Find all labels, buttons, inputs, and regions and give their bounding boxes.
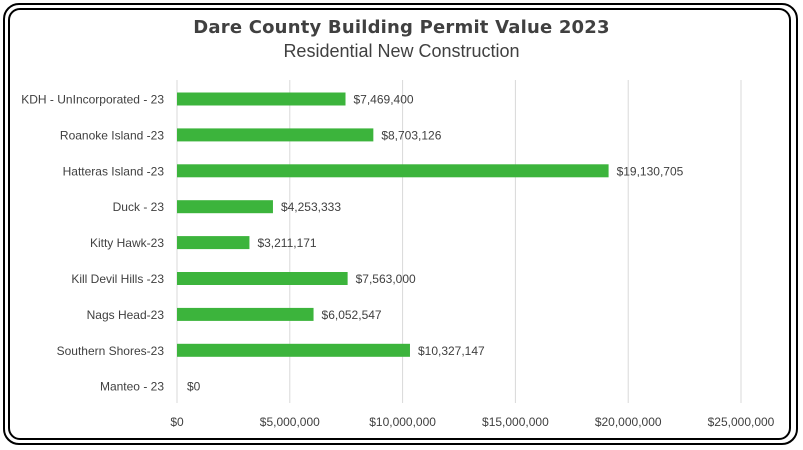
x-tick-label: $10,000,000 [369, 415, 436, 429]
chart-subtitle: Residential New Construction [283, 41, 520, 61]
chart-frame-outer [3, 3, 798, 445]
bar [177, 236, 250, 250]
bar [177, 343, 410, 357]
data-label: $0 [187, 380, 201, 394]
data-labels: $7,469,400 $8,703,126 $19,130,705 $4,253,33… [187, 93, 684, 394]
category-labels: KDH - UnIncorporated - 23 Roanoke Island … [21, 93, 164, 394]
x-tick-label: $5,000,000 [260, 415, 320, 429]
category-label: Nags Head-23 [87, 308, 165, 322]
data-label: $7,563,000 [356, 272, 416, 286]
data-label: $3,211,171 [257, 236, 316, 250]
chart-title: Dare County Building Permit Value 2023 [193, 17, 610, 38]
x-tick-label: $25,000,000 [708, 415, 775, 429]
category-label: Manteo - 23 [100, 380, 164, 394]
bar [177, 164, 609, 178]
bar [177, 92, 346, 106]
data-label: $10,327,147 [418, 344, 485, 358]
x-tick-label: $15,000,000 [482, 415, 549, 429]
x-axis-tick-labels: $0 $5,000,000 $10,000,000 $15,000,000 $20,00… [170, 415, 774, 429]
bar [177, 272, 348, 285]
data-label: $4,253,333 [281, 200, 341, 214]
data-label: $19,130,705 [617, 164, 684, 178]
category-label: Roanoke Island -23 [60, 128, 164, 142]
bar [177, 128, 374, 142]
category-label: KDH - UnIncorporated - 23 [21, 93, 164, 107]
chart-frame-inner [8, 8, 791, 440]
x-tick-label: $20,000,000 [595, 415, 662, 429]
data-label: $8,703,126 [381, 128, 441, 142]
data-label: $7,469,400 [354, 93, 414, 107]
category-label: Duck - 23 [113, 200, 165, 214]
category-label: Hatteras Island -23 [63, 164, 165, 178]
category-label: Southern Shores-23 [57, 344, 165, 358]
x-tick-label: $0 [170, 415, 184, 429]
bars [177, 92, 609, 357]
bar [177, 200, 273, 214]
bar [177, 307, 314, 321]
category-label: Kitty Hawk-23 [90, 236, 164, 250]
category-label: Kill Devil Hills -23 [71, 272, 164, 286]
data-label: $6,052,547 [322, 308, 382, 322]
